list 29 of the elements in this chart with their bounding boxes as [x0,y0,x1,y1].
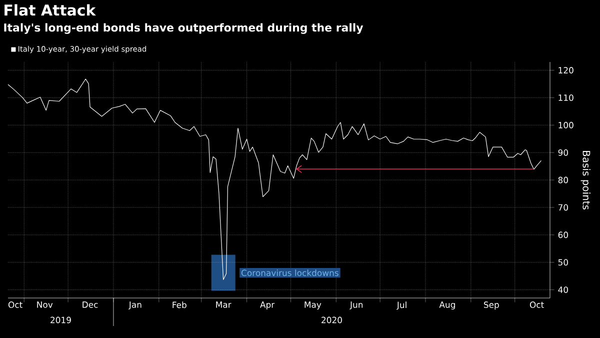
y-axis-title: Basis points [580,151,590,210]
x-tick-label: Apr [260,302,275,310]
x-tick-label: May [304,302,322,310]
y-tick-label: 40 [558,286,568,293]
x-tick-label: Dec [82,302,98,308]
chart-title: Flat Attack [4,4,96,16]
x-tick-label: Nov [37,302,53,308]
y-tick-label: 50 [558,259,568,266]
x-tick-label: Jul [396,302,406,310]
x-tick-label: Mar [216,302,232,308]
x-tick-label: Sep [484,302,499,310]
y-tick-label: 100 [558,122,574,128]
x-tick-label: Feb [172,302,186,308]
annotation: Coronavirus lockdowns [242,270,338,276]
x-tick-label: Jun [350,302,363,310]
y-tick-label: 70 [558,204,568,211]
x-tick-label: Oct [530,302,544,308]
y-tick-label: 90 [558,149,568,156]
x-tick-label: Aug [439,302,455,310]
line-series [8,78,542,280]
y-tick-label: 120 [558,67,574,74]
y-tick-label: 110 [558,94,574,101]
y-tick-label: 60 [558,232,568,238]
text: 2020 [322,316,342,324]
y-tick-label: 80 [558,176,568,184]
x-tick-label: Jan [128,302,142,310]
x-tick-label: Oct [8,302,22,308]
text: 2019 [50,316,71,324]
chart-subtitle: Italy's long-end bonds have outperformed during the rally [4,23,364,34]
